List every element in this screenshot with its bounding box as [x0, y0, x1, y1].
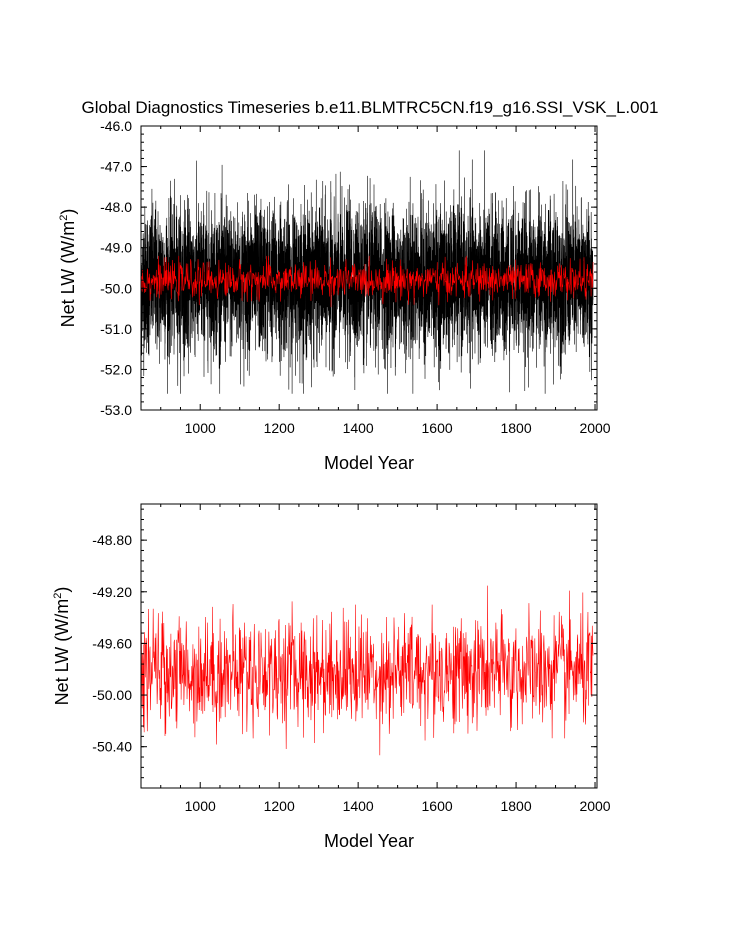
x-tick-label: 2000	[579, 420, 610, 436]
y-tick-label: -48.0	[100, 199, 132, 215]
y-tick-label: -53.0	[100, 402, 132, 418]
bottom-panel-series	[140, 585, 594, 756]
y-tick-label: -49.0	[100, 240, 132, 256]
y-tick-label: -49.20	[92, 584, 132, 600]
bottom-plot-frame	[140, 503, 598, 789]
top-y-axis-label-close: )	[58, 209, 78, 215]
x-tick-label: 1600	[422, 420, 453, 436]
bottom-panel: 1000 1200 1400 1600 1800 2000 -50.40 -50.00 -49.…	[52, 503, 611, 851]
top-panel-ticks: 1000 1200 1400 1600 1800 2000 -53.0 -52.0 -51.0 -…	[100, 118, 611, 436]
x-tick-label: 1000	[185, 420, 216, 436]
series-line-annual	[140, 255, 594, 308]
y-tick-label: -49.60	[92, 635, 132, 651]
top-y-axis-label: Net LW (W/m2)	[58, 209, 78, 328]
y-tick-label: -51.0	[100, 321, 132, 337]
top-plot-frame	[140, 125, 598, 411]
top-x-axis-label: Model Year	[324, 453, 414, 473]
x-tick-label: 1000	[185, 798, 216, 814]
bottom-panel-ticks: 1000 1200 1400 1600 1800 2000 -50.40 -50.00 -49.…	[92, 504, 611, 814]
top-panel: 1000 1200 1400 1600 1800 2000 -53.0 -52.0 -51.0 -…	[58, 118, 611, 473]
y-tick-label: -47.0	[100, 159, 132, 175]
y-tick-label: -50.0	[100, 280, 132, 296]
bottom-y-axis-label-close: )	[52, 587, 72, 593]
x-tick-label: 2000	[579, 798, 610, 814]
x-tick-label: 1800	[500, 798, 531, 814]
y-tick-label: -52.0	[100, 361, 132, 377]
figure-title: Global Diagnostics Timeseries b.e11.BLMT…	[81, 98, 658, 117]
x-tick-label: 1400	[343, 798, 374, 814]
y-tick-label: -50.40	[92, 739, 132, 755]
x-tick-label: 1400	[343, 420, 374, 436]
bottom-y-axis-label-main: Net LW (W/m	[52, 599, 72, 706]
y-tick-label: -46.0	[100, 118, 132, 134]
top-panel-series	[140, 150, 594, 394]
bottom-y-axis-label: Net LW (W/m2)	[52, 587, 72, 706]
x-tick-label: 1800	[500, 420, 531, 436]
y-tick-label: -50.00	[92, 687, 132, 703]
top-y-axis-label-sup: 2	[58, 215, 70, 221]
series-line-annual	[140, 585, 594, 756]
y-tick-label: -48.80	[92, 532, 132, 548]
bottom-y-axis-label-sup: 2	[52, 593, 64, 599]
x-tick-label: 1200	[264, 420, 295, 436]
top-y-axis-label-main: Net LW (W/m	[58, 221, 78, 328]
x-tick-label: 1600	[422, 798, 453, 814]
bottom-x-axis-label: Model Year	[324, 831, 414, 851]
x-tick-label: 1200	[264, 798, 295, 814]
series-line-monthly	[140, 150, 594, 394]
